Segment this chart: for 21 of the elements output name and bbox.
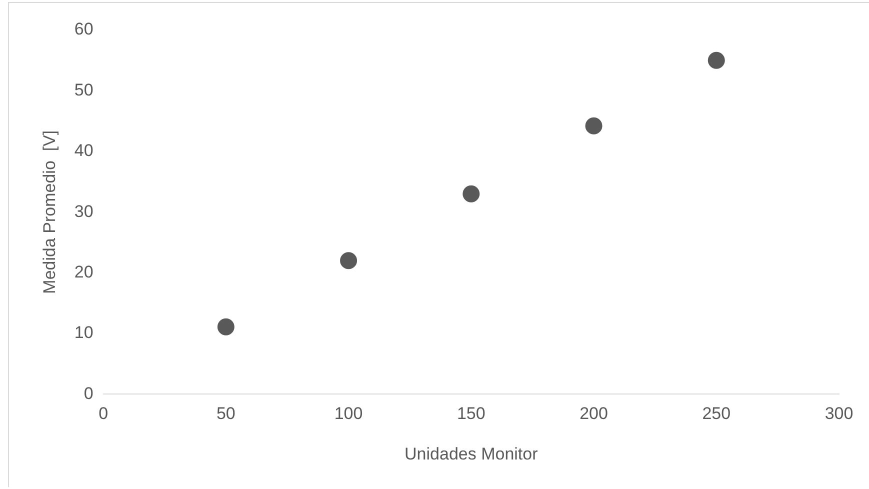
y-axis-title: Medida Promedio [V] (40, 130, 59, 294)
point (217, 318, 234, 336)
x-tick-label: 50 (216, 404, 236, 424)
y-tick-label: 20 (74, 262, 94, 282)
x-tick-label: 0 (98, 404, 108, 424)
point (585, 117, 602, 134)
x-tick-label: 200 (580, 404, 608, 424)
x-tick-label: 250 (702, 404, 731, 424)
y-tick-label: 40 (74, 141, 94, 160)
point (462, 185, 480, 202)
x-axis-title: Unidades Monitor (404, 444, 538, 464)
y-tick-label: 10 (74, 323, 94, 342)
x-tick-label: 150 (456, 404, 486, 424)
point (340, 252, 358, 270)
y-tick-label: 0 (84, 384, 94, 403)
y-tick-label: 60 (74, 20, 94, 39)
point (708, 52, 725, 69)
y-tick-label: 50 (74, 80, 94, 100)
x-tick-label: 100 (334, 404, 363, 424)
x-tick-label: 300 (824, 404, 854, 424)
y-tick-label: 30 (74, 202, 94, 221)
